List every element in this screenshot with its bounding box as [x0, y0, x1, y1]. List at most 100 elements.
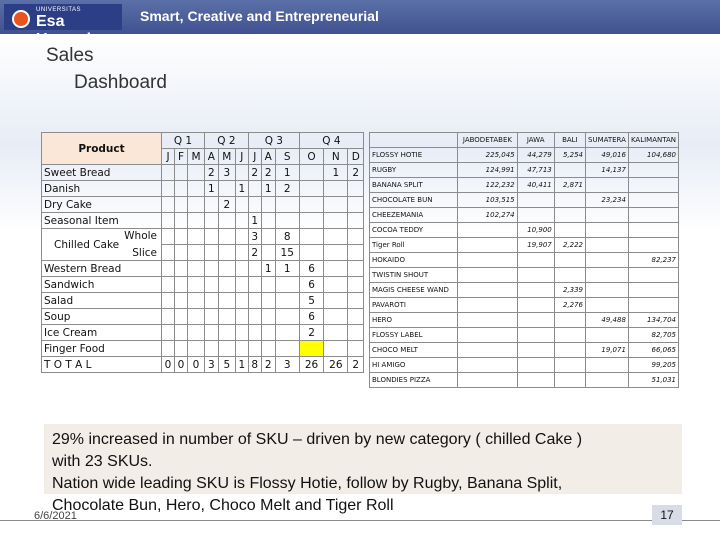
- month-value: [186, 164, 205, 181]
- sales-value-cell: [585, 222, 629, 238]
- month-value: [260, 340, 276, 357]
- sku-name-cell: CHOCO MELT: [368, 342, 459, 358]
- total-value: 26: [298, 356, 325, 373]
- month-value: [161, 196, 175, 213]
- table-row: Danish 1 1 1 2: [41, 180, 364, 197]
- sales-value-cell: [627, 207, 680, 223]
- month-value: [217, 324, 236, 341]
- sales-value-cell: [553, 222, 587, 238]
- month-value: [234, 260, 249, 277]
- month-value: [298, 228, 325, 245]
- month-value: [247, 276, 262, 293]
- month-value: [203, 228, 219, 245]
- month-value: 1: [260, 260, 276, 277]
- logo-small-text: UNIVERSITAS: [36, 7, 82, 13]
- sales-value-cell: 23,234: [585, 192, 629, 208]
- sales-value-cell: 99,205: [627, 357, 680, 373]
- sku-name-cell: COCOA TEDDY: [368, 222, 459, 238]
- sku-name-cell: CHOCOLATE BUN: [368, 192, 459, 208]
- month-value: [173, 276, 188, 293]
- month-value: [274, 276, 300, 293]
- sales-value-cell: 2,871: [553, 177, 587, 193]
- sales-value-cell: [457, 312, 518, 328]
- month-value: [186, 196, 205, 213]
- slide-date: 6/6/2021: [34, 510, 77, 522]
- month-value: [274, 340, 300, 357]
- month-value: [186, 244, 205, 261]
- month-value: [234, 244, 249, 261]
- table-row: TWISTIN SHOUT: [368, 267, 680, 283]
- month-value: [260, 244, 276, 261]
- total-row: T O T A L 0 0 0 3 5 1 8 2 3 26 26 2: [41, 356, 364, 373]
- sales-value-cell: [553, 327, 587, 343]
- product-cell: Western Bread: [41, 260, 162, 277]
- sales-value-cell: 49,488: [585, 312, 629, 328]
- sku-name-cell: FLOSSY HOTIE: [368, 147, 459, 163]
- sales-value-cell: [553, 192, 587, 208]
- sales-value-cell: [585, 282, 629, 298]
- month-value: [173, 164, 188, 181]
- sales-value-cell: [516, 267, 555, 283]
- sales-value-cell: 82,705: [627, 327, 680, 343]
- table-row: Sweet Bread 2 3 2 2 1 1 2: [41, 164, 364, 181]
- month-header: J: [161, 148, 175, 165]
- sales-value-cell: [457, 222, 518, 238]
- sales-value-cell: 2,222: [553, 237, 587, 253]
- sales-value-cell: [516, 192, 555, 208]
- quarter-header: Q 4: [298, 132, 365, 149]
- sales-value-cell: 82,237: [627, 252, 680, 268]
- month-value: 2: [203, 164, 219, 181]
- month-header: N: [323, 148, 349, 165]
- sales-value-cell: [516, 207, 555, 223]
- sales-value-cell: 104,680: [627, 147, 680, 163]
- month-value: [323, 244, 349, 261]
- sales-value-cell: [553, 252, 587, 268]
- month-value: [347, 260, 364, 277]
- month-value: 6: [298, 276, 325, 293]
- sales-value-cell: [516, 297, 555, 313]
- month-value: [323, 308, 349, 325]
- sales-value-cell: 51,031: [627, 372, 680, 388]
- slide-title-line-2: Dashboard: [74, 72, 167, 93]
- month-value: [203, 276, 219, 293]
- month-value: [161, 324, 175, 341]
- sales-value-cell: [585, 237, 629, 253]
- table-row: Western Bread 1 1 6: [41, 260, 364, 277]
- table-row: HERO 49,488 134,704: [368, 312, 680, 328]
- month-value: [186, 260, 205, 277]
- month-value: [323, 324, 349, 341]
- product-variant: Whole: [124, 230, 157, 242]
- month-value: 1: [247, 212, 262, 229]
- table-row: Finger Food: [41, 340, 364, 357]
- table-row: PAVAROTI 2,276: [368, 297, 680, 313]
- product-cell: Sandwich: [41, 276, 162, 293]
- quarter-header: Q 1: [161, 132, 205, 149]
- month-value: [323, 292, 349, 309]
- month-value: [234, 324, 249, 341]
- month-value: [217, 292, 236, 309]
- total-value: 3: [274, 356, 300, 373]
- total-value: 8: [247, 356, 262, 373]
- month-value: [274, 196, 300, 213]
- sales-value-cell: [585, 372, 629, 388]
- month-value: [347, 340, 364, 357]
- month-value: 2: [247, 244, 262, 261]
- note-line: with 23 SKUs.: [52, 453, 153, 470]
- month-value: [260, 228, 276, 245]
- table-row: BLONDIES PIZZA 51,031: [368, 372, 680, 388]
- month-value: [173, 260, 188, 277]
- product-cell: Danish: [41, 180, 162, 197]
- sku-name-cell: RUGBY: [368, 162, 459, 178]
- month-value: [247, 292, 262, 309]
- total-value: 0: [186, 356, 205, 373]
- table-row: CHOCO MELT 19,071 66,065: [368, 342, 680, 358]
- sales-value-cell: [457, 237, 518, 253]
- month-value: [234, 212, 249, 229]
- month-value: 2: [247, 164, 262, 181]
- month-value: [347, 292, 364, 309]
- month-value: [260, 212, 276, 229]
- month-value: [161, 276, 175, 293]
- sales-value-cell: [627, 192, 680, 208]
- sales-value-cell: [553, 342, 587, 358]
- sales-value-cell: [585, 252, 629, 268]
